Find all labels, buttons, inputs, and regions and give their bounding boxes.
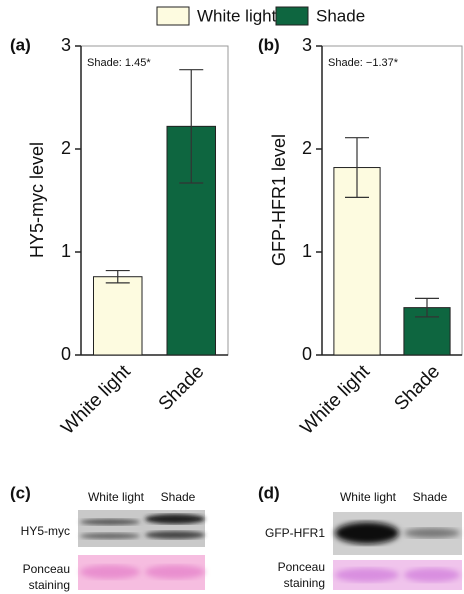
panel-label: (d): [258, 483, 280, 502]
annotation: Shade: −1.37*: [328, 57, 399, 69]
lane-label: White light: [340, 490, 397, 504]
bar: [92, 276, 143, 356]
y-axis-label: HY5-myc level: [27, 142, 47, 258]
panel-label: (b): [258, 35, 280, 54]
legend-swatch: [156, 6, 190, 26]
ponceau-image: [78, 555, 205, 590]
protein-label: HY5-myc: [21, 524, 70, 538]
blot-image: [78, 510, 205, 547]
x-tick-label: White light: [57, 361, 135, 439]
legend-label: White light: [197, 6, 277, 25]
y-tick-label: 3: [61, 35, 71, 55]
y-tick-label: 0: [302, 344, 312, 364]
blot-image: [333, 512, 462, 555]
y-tick-label: 2: [302, 138, 312, 158]
panel-label: (c): [10, 483, 31, 502]
lane-label: White light: [88, 490, 145, 504]
lane-label: Shade: [161, 490, 196, 504]
x-tick-label: White light: [297, 361, 375, 439]
loading-label: Ponceau: [23, 562, 70, 576]
y-tick-label: 2: [61, 138, 71, 158]
panel-label: (a): [10, 35, 31, 54]
x-tick-label: Shade: [390, 361, 444, 415]
loading-label: staining: [284, 576, 325, 590]
protein-label: GFP-HFR1: [265, 526, 325, 540]
annotation: Shade: 1.45*: [87, 57, 151, 69]
y-tick-label: 0: [61, 344, 71, 364]
loading-label: staining: [29, 578, 70, 592]
legend-swatch: [275, 6, 309, 26]
ponceau-image: [333, 560, 462, 590]
y-tick-label: 1: [61, 241, 71, 261]
loading-label: Ponceau: [278, 560, 325, 574]
x-tick-label: Shade: [155, 361, 209, 415]
y-axis-label: GFP-HFR1 level: [269, 134, 289, 266]
y-tick-label: 1: [302, 241, 312, 261]
y-tick-label: 3: [302, 35, 312, 55]
lane-label: Shade: [413, 490, 448, 504]
legend-label: Shade: [316, 6, 365, 25]
